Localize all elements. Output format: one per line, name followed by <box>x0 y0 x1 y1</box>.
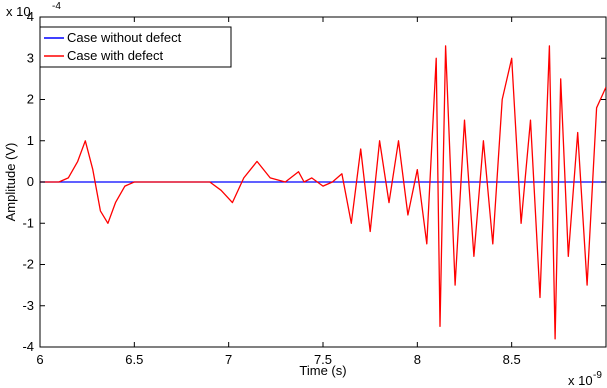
axis-layer: 6 6.5 7 7.5 8 8.5 -4 -3 -2 -1 0 1 2 3 4 <box>22 9 606 367</box>
y-axis-label: Amplitude (V) <box>3 143 18 222</box>
series-layer <box>40 45 606 340</box>
legend-box <box>39 26 232 68</box>
y-tick-label: -2 <box>22 257 34 272</box>
series-line-with-defect <box>40 45 606 340</box>
y-tick-label: 4 <box>27 9 34 24</box>
y-tick-label: 1 <box>27 133 34 148</box>
x-tick-label: 6.5 <box>125 352 143 367</box>
legend-label-with-defect: Case with defect <box>67 48 163 63</box>
y-tick-label: -3 <box>22 298 34 313</box>
y-tick-label: 0 <box>27 174 34 189</box>
y-tick-label: 3 <box>27 50 34 65</box>
x-tick-label: 7.5 <box>314 352 332 367</box>
x-axis-label: Time (s) <box>299 363 346 378</box>
y-tick-label: 2 <box>27 92 34 107</box>
x-tick-label: 8.5 <box>503 352 521 367</box>
x-multiplier-label: x 10 <box>568 373 593 388</box>
y-tick-label: -1 <box>22 215 34 230</box>
x-tick-label: 6 <box>36 352 43 367</box>
x-tick-label: 7 <box>225 352 232 367</box>
y-multiplier-exponent: -4 <box>52 1 61 12</box>
legend: Case without defect Case with defect <box>39 26 232 68</box>
y-multiplier-label: x 10 <box>6 4 31 19</box>
x-tick-label: 8 <box>414 352 421 367</box>
y-tick-label: -4 <box>22 339 34 354</box>
x-multiplier-exponent: -9 <box>593 370 602 381</box>
legend-label-without-defect: Case without defect <box>67 30 182 45</box>
